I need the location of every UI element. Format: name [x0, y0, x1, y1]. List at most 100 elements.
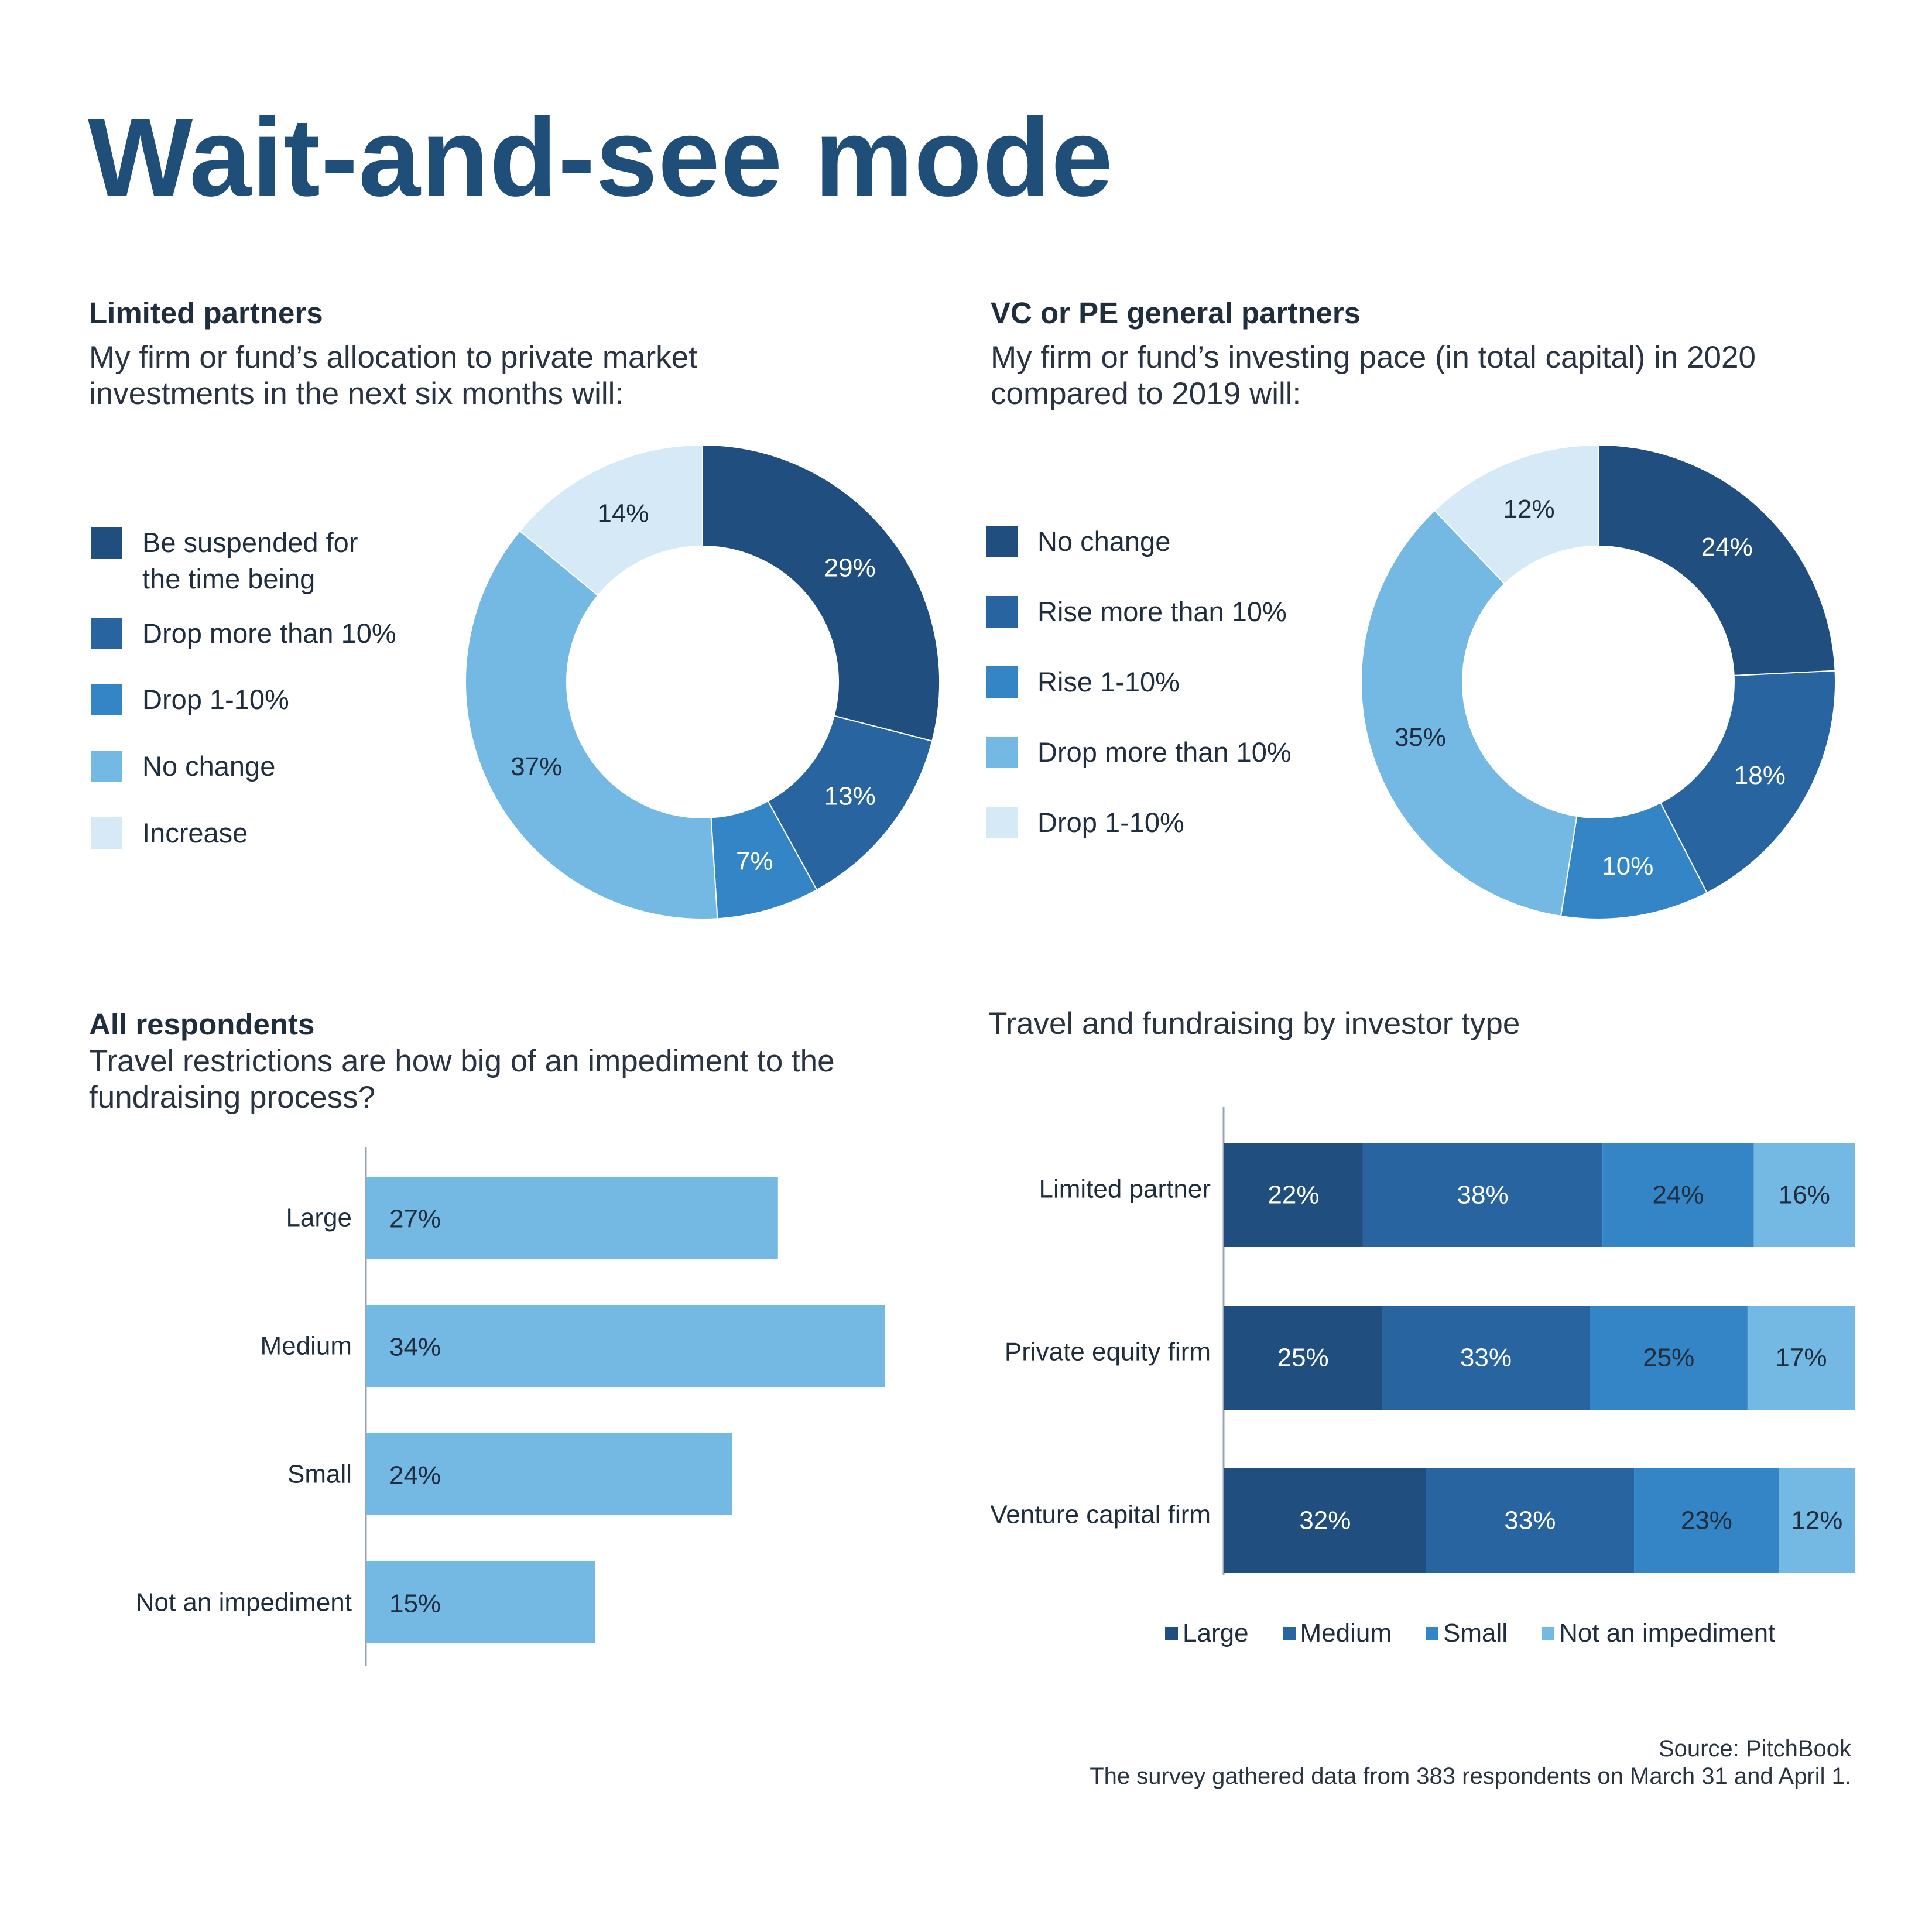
impediment-category-label: Medium: [261, 1332, 352, 1361]
gp-legend-item: Drop 1-10%: [986, 807, 1184, 841]
gp-legend-label: Rise 1-10%: [1037, 666, 1180, 697]
gp-slice: [1434, 444, 1599, 585]
gp-legend-swatch: [986, 737, 1018, 768]
lp-legend-label: Increase: [142, 817, 248, 848]
lp-legend-item: No change: [91, 751, 275, 785]
gp-legend-label: Drop 1-10%: [1037, 807, 1184, 838]
type-legend-label: Medium: [1300, 1619, 1392, 1647]
lp-legend-item: Increase: [91, 817, 248, 851]
impediment-category-label: Not an impediment: [136, 1588, 352, 1617]
type-legend-label: Small: [1443, 1619, 1508, 1647]
impediment-bar: [366, 1305, 885, 1387]
gp-slice-label: 24%: [1701, 533, 1753, 561]
impediment-bar: [366, 1433, 732, 1515]
type-segment-label: 23%: [1681, 1506, 1732, 1535]
gp-slice: [1598, 444, 1836, 677]
lp-legend-label: Drop 1-10%: [142, 684, 289, 715]
type-legend-item: Not an impediment: [1542, 1619, 1775, 1648]
type-segment-label: 22%: [1268, 1181, 1319, 1210]
type-question: Travel and fundraising by investor type: [988, 1006, 1520, 1041]
gp-legend-label: Drop more than 10%: [1037, 737, 1292, 768]
lp-legend-swatch: [91, 684, 122, 715]
lp-panel-label: Limited partners: [89, 296, 323, 330]
type-bar-segment: [1224, 1468, 1426, 1573]
impediment-bar: [366, 1177, 778, 1259]
gp-slice-label: 18%: [1734, 761, 1786, 790]
lp-slice: [702, 444, 940, 742]
gp-panel-label: VC or PE general partners: [991, 296, 1361, 330]
type-bar-segment: [1634, 1468, 1779, 1573]
gp-question: My firm or fund’s investing pace (in tot…: [991, 340, 1756, 411]
gp-legend-label: Rise more than 10%: [1037, 596, 1287, 627]
impediment-value-label: 24%: [389, 1461, 441, 1490]
type-segment-label: 24%: [1652, 1181, 1704, 1210]
type-bar-segment: [1224, 1143, 1363, 1247]
lp-legend-label: Be suspended for the time being: [142, 527, 358, 594]
type-category-label: Venture capital firm: [990, 1501, 1211, 1529]
survey-note: The survey gathered data from 383 respon…: [1090, 1763, 1851, 1789]
type-bar-segment: [1779, 1468, 1855, 1573]
lp-slice-label: 37%: [511, 752, 562, 781]
type-bar-segment: [1426, 1468, 1635, 1573]
impediment-value-label: 15%: [389, 1590, 441, 1618]
lp-slice-label: 7%: [736, 847, 773, 875]
lp-slice-label: 13%: [824, 782, 876, 811]
type-segment-label: 12%: [1791, 1506, 1842, 1535]
type-segment-label: 38%: [1457, 1181, 1509, 1210]
type-legend-label: Large: [1183, 1619, 1249, 1647]
type-segment-label: 25%: [1643, 1344, 1694, 1372]
lp-slice-label: 29%: [824, 553, 876, 582]
type-segment-label: 25%: [1277, 1344, 1329, 1372]
lp-legend-label: No change: [142, 751, 276, 782]
type-bar-segment: [1747, 1306, 1855, 1410]
gp-slice-label: 12%: [1503, 495, 1555, 523]
lp-legend-label: Drop more than 10%: [142, 618, 396, 649]
lp-legend-swatch: [91, 751, 122, 782]
gp-slice-label: 10%: [1602, 852, 1653, 881]
lp-donut-chart: 29% 13% 7% 37% 14%: [465, 444, 940, 920]
impediment-category-label: Large: [286, 1204, 352, 1232]
lp-question: My firm or fund’s allocation to private …: [89, 340, 697, 411]
lp-legend-item: Drop more than 10%: [91, 618, 396, 652]
impediment-bar-chart: Large 27% Medium 34% Small 24% Not an impedime…: [136, 1147, 885, 1666]
type-bar-segment: [1590, 1306, 1748, 1410]
all-panel-label: All respondents: [89, 1008, 315, 1041]
lp-slice: [519, 444, 703, 597]
lp-slice: [465, 530, 718, 920]
gp-legend-label: No change: [1037, 526, 1171, 557]
all-question: Travel restrictions are how big of an im…: [89, 1044, 835, 1115]
gp-slice-label: 35%: [1395, 723, 1446, 752]
gp-donut-chart: 24% 18% 10% 35% 12%: [1361, 444, 1836, 920]
type-legend-swatch: [1165, 1627, 1178, 1640]
gp-legend-swatch: [986, 596, 1018, 628]
type-legend-swatch: [1426, 1627, 1439, 1640]
impediment-category-label: Small: [287, 1460, 352, 1489]
type-bar-segment: [1362, 1143, 1603, 1247]
type-legend: Large Medium Small Not an impediment: [1165, 1619, 1809, 1648]
type-category-label: Private equity firm: [1005, 1338, 1211, 1366]
investor-type-stacked-chart: 22% 38% 24% 16% Limited partner 25% 33% 25% 17% P…: [990, 1107, 1855, 1575]
lp-legend-swatch: [91, 527, 122, 559]
impediment-bar: [366, 1561, 595, 1643]
type-legend-label: Not an impediment: [1559, 1619, 1776, 1647]
type-segment-label: 17%: [1775, 1344, 1827, 1372]
type-segment-label: 33%: [1460, 1344, 1512, 1372]
type-segment-label: 32%: [1299, 1506, 1351, 1535]
type-legend-item: Small: [1426, 1619, 1508, 1648]
type-legend-swatch: [1542, 1627, 1555, 1640]
gp-legend-item: Drop more than 10%: [986, 737, 1292, 770]
source-line: Source: PitchBook: [1658, 1736, 1851, 1762]
gp-legend-item: No change: [986, 526, 1170, 560]
gp-legend-item: Rise 1-10%: [986, 666, 1180, 700]
type-segment-label: 16%: [1779, 1181, 1830, 1210]
type-bar-segment: [1753, 1143, 1855, 1247]
lp-legend-swatch: [91, 817, 122, 849]
type-legend-item: Large: [1165, 1619, 1249, 1648]
type-bar-segment: [1382, 1306, 1590, 1410]
gp-legend-swatch: [986, 807, 1018, 838]
lp-legend-swatch: [91, 618, 122, 649]
impediment-value-label: 27%: [389, 1205, 441, 1234]
lp-legend-item: Drop 1-10%: [91, 684, 289, 718]
page-title: Wait-and-see mode: [88, 95, 1114, 220]
type-segment-label: 33%: [1504, 1506, 1556, 1535]
